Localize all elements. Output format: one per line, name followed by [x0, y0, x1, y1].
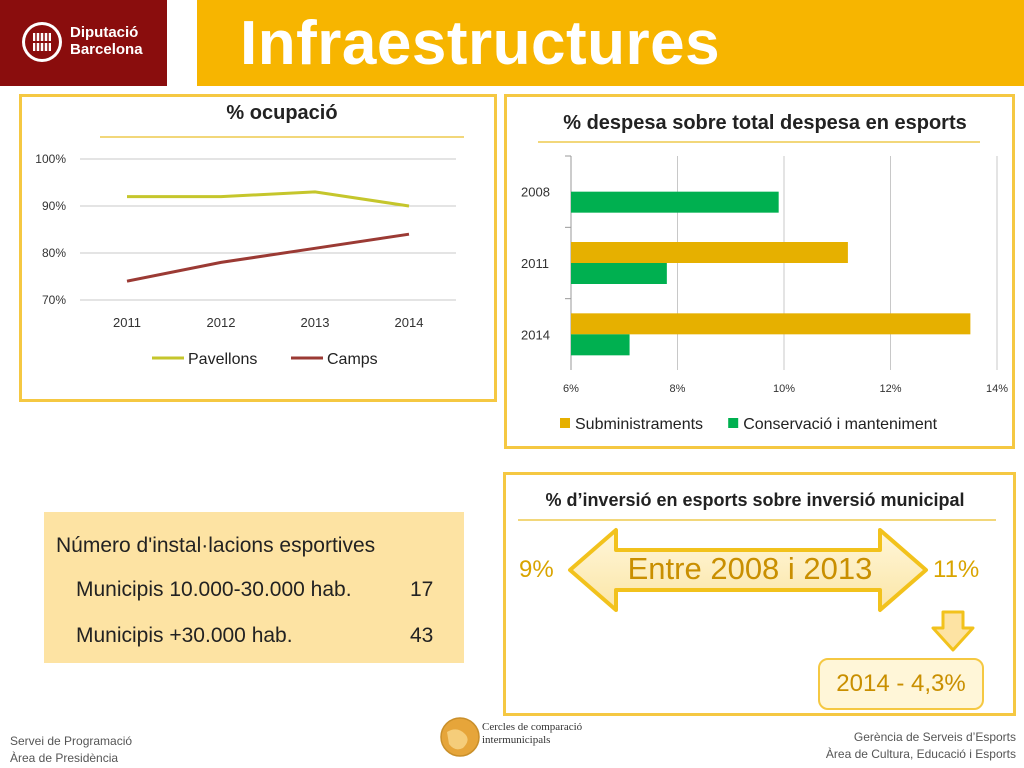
down-arrow-icon [931, 610, 975, 652]
bar [571, 242, 848, 263]
x-tick-label: 10% [773, 383, 795, 395]
footer-center-line-2: intermunicipals [482, 734, 551, 746]
logo-line-1: Diputació [70, 24, 139, 41]
footer-right: Gerència de Serveis d’Esports Àrea de Cu… [826, 729, 1016, 763]
expense-chart: 2008 2011 2014 6% 8% 10% 12% 14% Subministrame… [521, 155, 1008, 433]
period-label: Entre 2008 i 2013 [627, 551, 873, 586]
footer-center-line-1: Cercles de comparació [482, 721, 583, 733]
globe-icon [440, 717, 480, 757]
occupancy-title: % ocupació [226, 102, 338, 124]
installations-row-value: 43 [410, 624, 434, 647]
x-tick-label: 2012 [207, 315, 236, 330]
legend-swatch [728, 418, 739, 428]
bar [571, 191, 779, 213]
result-box [818, 658, 984, 710]
footer-center: Cercles de comparació intermunicipals [482, 721, 582, 747]
y-tick-label: 90% [42, 199, 66, 213]
legend-label: Subministraments [575, 416, 703, 433]
y-tick-label: 100% [35, 152, 66, 166]
installations-box: Número d'instal·lacions esportives Munic… [44, 512, 464, 663]
bar [571, 334, 630, 356]
series-line [127, 190, 410, 208]
title-band [197, 0, 1024, 86]
legend-label: Conservació i manteniment [743, 416, 937, 433]
x-tick-label: 12% [879, 383, 901, 395]
x-tick-label: 2011 [113, 315, 141, 330]
legend-label: Camps [327, 351, 378, 368]
y-tick-label: 70% [42, 293, 66, 307]
x-tick-label: 2014 [395, 315, 424, 330]
page-title: Infraestructures [240, 9, 721, 78]
footer-right-line-2: Àrea de Cultura, Educació i Esports [825, 747, 1016, 761]
x-tick-label: 6% [563, 383, 579, 395]
bar [571, 313, 971, 335]
diputacio-seal-icon [22, 22, 62, 62]
investment-title: % d’inversió en esports sobre inversió m… [545, 490, 965, 510]
x-tick-label: 8% [670, 383, 686, 395]
legend-label: Pavellons [188, 351, 257, 368]
y-tick-label: 80% [42, 246, 66, 260]
installations-row-label: Municipis 10.000-30.000 hab. [76, 578, 352, 601]
footer-right-line-1: Gerència de Serveis d’Esports [853, 730, 1016, 744]
result-value: 2014 - 4,3% [836, 670, 966, 697]
occupancy-title-rule [100, 136, 464, 138]
logo-line-2: Barcelona [70, 41, 143, 58]
x-tick-label: 14% [986, 383, 1008, 395]
installations-row-value: 17 [410, 578, 434, 601]
installations-heading: Número d'instal·lacions esportives [56, 534, 376, 557]
footer-left-line-1: Servei de Programació [10, 734, 133, 748]
period-double-arrow-icon [568, 528, 928, 612]
installations-row-label: Municipis +30.000 hab. [76, 624, 293, 647]
range-start-value: 9% [519, 556, 554, 583]
range-end-value: 11% [933, 556, 980, 583]
footer-left: Servei de Programació Àrea de Presidènci… [10, 733, 132, 767]
logo-wordmark: Diputació Barcelona [70, 24, 143, 58]
occupancy-chart: 70% 80% 90% 100% 2011 2012 2013 2014 Pavellons… [35, 152, 456, 368]
legend-swatch [560, 418, 570, 428]
series-line [126, 232, 410, 283]
y-tick-label: 2008 [521, 185, 550, 200]
x-tick-label: 2013 [301, 315, 330, 330]
y-tick-label: 2014 [521, 327, 550, 342]
footer-left-line-2: Àrea de Presidència [10, 751, 119, 765]
expense-title: % despesa sobre total despesa en esports [563, 112, 967, 134]
investment-title-rule [518, 519, 996, 521]
expense-title-rule [538, 141, 980, 143]
bar [571, 263, 667, 284]
y-tick-label: 2011 [521, 256, 549, 271]
occupancy-panel [19, 94, 497, 402]
